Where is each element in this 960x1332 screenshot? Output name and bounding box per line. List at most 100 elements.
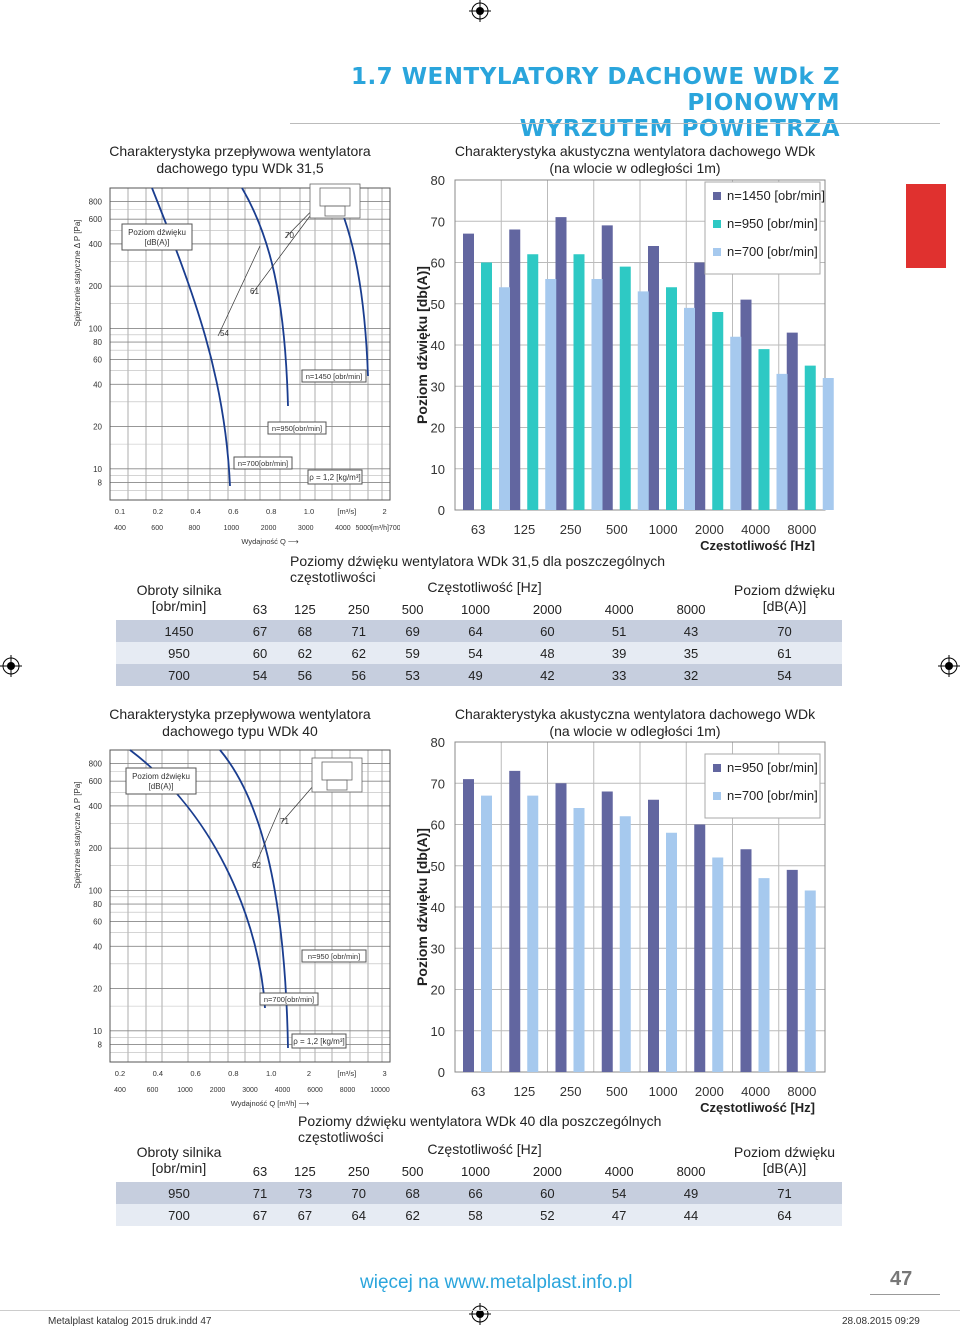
x-tick-label-top: 3 bbox=[383, 1069, 387, 1078]
table-header-total: Poziom dźwięku [dB(A)] bbox=[733, 1144, 836, 1176]
x-axis-label: Częstotliwość [Hz] bbox=[700, 1100, 815, 1115]
x-tick-label: 2000 bbox=[695, 522, 724, 537]
x-tick-label-bottom: 600 bbox=[147, 1087, 159, 1094]
x-tick-label: 250 bbox=[560, 1084, 582, 1099]
y-axis-label: Poziom dźwięku [db(A)] bbox=[414, 266, 430, 424]
table-cell: 68 bbox=[297, 623, 313, 639]
curve-label-box bbox=[301, 369, 367, 383]
x-tick-label: 1000 bbox=[649, 522, 678, 537]
table-cell: 49 bbox=[683, 1185, 699, 1201]
bar bbox=[463, 779, 474, 1072]
page-number-rule bbox=[870, 1294, 940, 1295]
table-row: 950 60 62 62 59 54 48 39 35 61 bbox=[116, 642, 842, 664]
plot-frame bbox=[109, 749, 391, 1063]
table-cell: 59 bbox=[405, 645, 420, 661]
table-cell: 54 bbox=[777, 667, 792, 683]
table-row: 950 71 73 70 68 66 60 54 49 71 bbox=[116, 1182, 842, 1204]
table-freq-cell: 1000 bbox=[461, 1163, 490, 1179]
curve-label: n=950[obr/min] bbox=[272, 424, 322, 433]
curve-label-box bbox=[301, 949, 367, 963]
table-freq-cell: 8000 bbox=[676, 1163, 706, 1179]
sound-level-box-label: Poziom dźwięku bbox=[132, 772, 190, 781]
y-tick-label: 50 bbox=[431, 297, 445, 312]
table-cell: 68 bbox=[405, 1185, 420, 1201]
table-cell: 67 bbox=[297, 1207, 313, 1223]
table-cell: 700 bbox=[168, 1207, 190, 1223]
flow-chart-wdk40: 800 600 400 200 100 80 60 40 20 10 8 Spiętrzenie st… bbox=[73, 749, 391, 1108]
table-cell: 52 bbox=[540, 1207, 555, 1223]
density-label: ρ = 1,2 [kg/m³] bbox=[309, 473, 360, 482]
page-title-line1: 1.7 WENTYLATORY DACHOWE WDk Z PIONOWYM bbox=[350, 64, 840, 116]
page-title-line2: WYRZUTEM POWIETRZA bbox=[519, 116, 840, 142]
fan-icon-base bbox=[324, 205, 346, 217]
table-row: 1450 67 68 71 69 64 60 51 43 70 bbox=[116, 620, 842, 642]
y-tick-label: 10 bbox=[431, 1024, 445, 1039]
table-freq-cell: 250 bbox=[347, 1163, 370, 1179]
legend-label: n=700 [obr/min] bbox=[727, 244, 818, 259]
footer-url[interactable]: więcej na www.metalplast.info.pl bbox=[360, 1272, 633, 1293]
fan-icon bbox=[311, 757, 363, 793]
y-tick-label: 10 bbox=[93, 465, 102, 474]
y-tick-label: 200 bbox=[89, 282, 103, 291]
title-rule bbox=[290, 123, 940, 124]
x-tick-label-bottom: 600 bbox=[151, 525, 163, 532]
bar bbox=[637, 291, 649, 510]
table-cell: 70 bbox=[351, 1185, 366, 1201]
bar bbox=[758, 878, 770, 1072]
legend-swatch bbox=[713, 248, 721, 256]
slug-right: 28.08.2015 09:29 bbox=[842, 1316, 920, 1327]
table-cell: 54 bbox=[252, 667, 268, 683]
x-tick-label-bottom: 4000 bbox=[275, 1087, 291, 1094]
table-cell: 56 bbox=[351, 667, 366, 683]
table-header-rpm: Obroty silnika [obr/min] bbox=[136, 582, 222, 614]
x-tick-label-top: 0.4 bbox=[190, 507, 200, 516]
bar bbox=[648, 799, 659, 1072]
density-label: ρ = 1,2 [kg/m³] bbox=[293, 1037, 344, 1046]
legend-box bbox=[704, 181, 821, 275]
y-tick-label: 60 bbox=[431, 256, 445, 271]
curve-label-box bbox=[233, 456, 293, 470]
y-tick-label: 10 bbox=[93, 1027, 102, 1036]
table-header-freq: Częstotliwość [Hz] bbox=[427, 579, 542, 595]
table-cell: 47 bbox=[611, 1207, 627, 1223]
y-tick-label: 0 bbox=[438, 503, 445, 518]
bar bbox=[619, 266, 631, 510]
bar bbox=[712, 857, 724, 1072]
fan-curve bbox=[241, 187, 289, 407]
table-cell: 62 bbox=[351, 645, 366, 661]
table-cell: 53 bbox=[405, 667, 420, 683]
x-tick-label-bottom: 4000 bbox=[335, 525, 351, 532]
table-cell: 62 bbox=[297, 645, 313, 661]
y-tick-label: 50 bbox=[431, 859, 445, 874]
table-cell: 71 bbox=[777, 1185, 792, 1201]
x-tick-label-top: 0.8 bbox=[266, 507, 276, 516]
table-cell: 64 bbox=[468, 623, 483, 639]
table-cell: 950 bbox=[168, 1185, 190, 1201]
x-axis-label: Wydajność Q [m³/h] ⟶ bbox=[231, 1099, 311, 1108]
table-freq-cell: 63 bbox=[252, 601, 268, 617]
x-tick-label-top: 0.2 bbox=[153, 507, 163, 516]
sound-level-mark: 62 bbox=[252, 861, 261, 870]
table-cell: 70 bbox=[777, 623, 792, 639]
x-tick-label-bottom: 3000 bbox=[242, 1087, 258, 1094]
x-tick-label: 500 bbox=[606, 1084, 628, 1099]
table-cell: 1450 bbox=[164, 623, 194, 639]
sound-table-wdk315: Obroty silnika [obr/min] Częstotliwość [… bbox=[116, 576, 842, 686]
legend-swatch bbox=[713, 764, 721, 772]
y-axis-label: Spiętrzenie statyczne Δ P [Pa] bbox=[73, 781, 82, 888]
x-tick-label-top: [m³/s] bbox=[337, 1069, 356, 1078]
bar bbox=[740, 849, 752, 1072]
curve-label: n=700[obr/min] bbox=[238, 459, 288, 468]
bar bbox=[499, 287, 510, 510]
table-freq-cell: 125 bbox=[294, 601, 316, 617]
x-tick-label-bottom: 400 bbox=[114, 525, 126, 532]
table-cell: 54 bbox=[468, 645, 483, 661]
legend-swatch bbox=[713, 792, 721, 800]
curve-label-box bbox=[259, 992, 319, 1006]
sound-table-wdk40: Obroty silnika [obr/min] Częstotliwość [… bbox=[116, 1138, 842, 1226]
x-tick-label: 4000 bbox=[741, 1084, 770, 1099]
table-freq-row: 63 125 250 500 1000 2000 4000 8000 bbox=[116, 1160, 842, 1182]
bar bbox=[694, 824, 706, 1072]
bar bbox=[591, 279, 603, 510]
table-cell: 60 bbox=[540, 623, 555, 639]
